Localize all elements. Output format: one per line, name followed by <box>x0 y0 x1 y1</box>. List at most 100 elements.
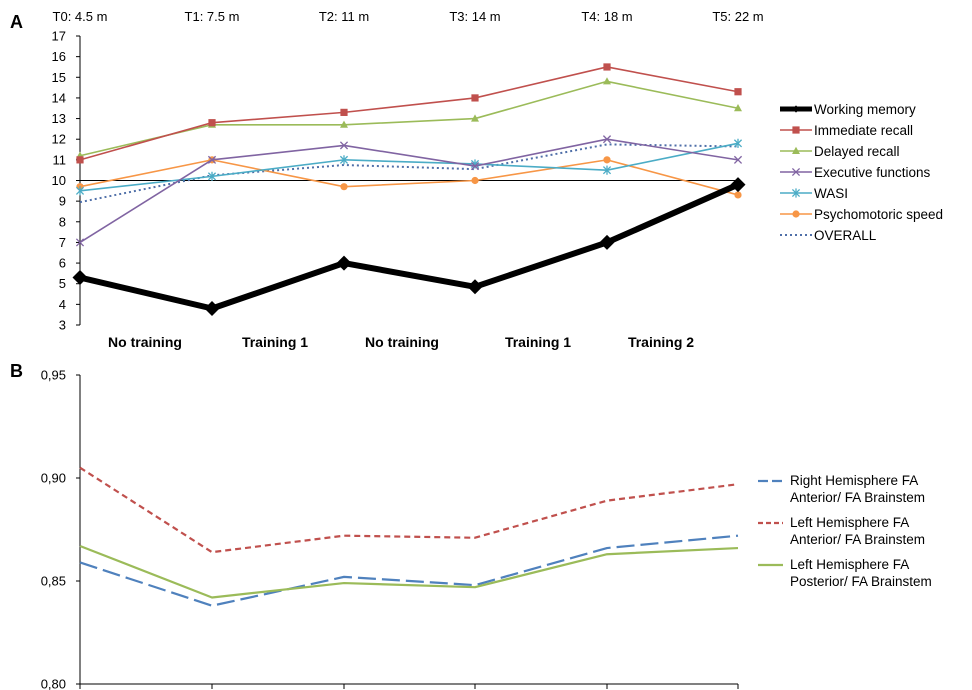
y-tick-label: 3 <box>59 318 66 333</box>
panel-b-series <box>79 466 739 607</box>
legend-item-left-hemisphere-fa-posterior-fa-brainstem: Left Hemisphere FA Posterior/ FA Brainste… <box>758 557 932 589</box>
series-line <box>79 159 739 196</box>
data-point <box>791 167 801 177</box>
timepoint-label: T2: 11 m <box>319 9 369 24</box>
series-line <box>79 66 739 161</box>
data-point <box>204 300 220 316</box>
data-point <box>602 165 612 175</box>
phase-label: No training <box>365 334 439 350</box>
legend-label: WASI <box>814 186 848 201</box>
y-tick-label: 15 <box>52 70 66 85</box>
legend-label: Right Hemisphere FA Anterior/ FA Brainste… <box>790 473 925 505</box>
data-point <box>75 238 85 247</box>
data-point <box>730 177 746 193</box>
data-point <box>207 171 217 181</box>
legend-item-psychomotoric-speed: Psychomotoric speed <box>780 207 943 222</box>
y-tick-label: 11 <box>53 152 67 167</box>
legend-item-delayed-recall: Delayed recall <box>780 144 900 159</box>
y-tick-label: 4 <box>59 297 66 312</box>
legend-label: Executive functions <box>814 165 931 180</box>
phase-label: Training 2 <box>628 334 694 350</box>
timepoint-label: T4: 18 m <box>581 9 632 24</box>
series-line <box>79 80 739 157</box>
legend-label: Psychomotoric speed <box>814 207 943 222</box>
data-point <box>792 105 800 113</box>
data-point <box>792 146 800 154</box>
data-point <box>792 126 800 134</box>
data-point <box>733 138 743 148</box>
data-point <box>599 234 615 250</box>
y-tick-label: 7 <box>59 235 66 250</box>
panel-a-label: A <box>10 12 23 32</box>
timepoint-label: T1: 7.5 m <box>185 9 240 24</box>
legend-label: Left Hemisphere FA Anterior/ FA Brainstem <box>790 515 925 547</box>
legend-label: Delayed recall <box>814 144 900 159</box>
y-tick-label: 13 <box>52 111 66 126</box>
legend-item-immediate-recall: Immediate recall <box>780 123 913 138</box>
y-tick-label: 8 <box>59 214 66 229</box>
series-line <box>79 181 740 312</box>
data-point <box>734 104 742 112</box>
legend-label: Immediate recall <box>814 123 913 138</box>
series-overall <box>79 143 739 204</box>
data-point <box>603 156 611 164</box>
panel-b-legend: Right Hemisphere FA Anterior/ FA Brainste… <box>758 473 932 589</box>
y-tick-label: 0,90 <box>41 471 66 486</box>
y-tick-label: 14 <box>52 90 66 105</box>
data-point <box>75 186 85 196</box>
data-point <box>340 120 348 128</box>
data-point <box>733 155 743 164</box>
data-point <box>470 161 480 171</box>
series-right-hemisphere-fa-anterior-fa-brainstem <box>79 534 739 607</box>
data-point <box>467 279 483 295</box>
y-tick-label: 17 <box>52 29 66 44</box>
legend-item-right-hemisphere-fa-anterior-fa-brainstem: Right Hemisphere FA Anterior/ FA Brainste… <box>758 473 925 505</box>
panel-a-y-axis: 3 4 5 6 7 8 9 10 11 12 13 14 15 16 17 <box>52 29 738 333</box>
data-point <box>603 63 611 71</box>
series-immediate-recall <box>76 63 742 164</box>
y-tick-label: 6 <box>59 256 66 271</box>
y-tick-label: 0,95 <box>41 368 66 383</box>
data-point <box>339 141 349 150</box>
phase-label: Training 1 <box>242 334 308 350</box>
data-point <box>72 270 88 286</box>
data-point <box>340 108 348 116</box>
data-point <box>792 210 800 218</box>
timepoint-label: T3: 14 m <box>449 9 500 24</box>
legend-label: Working memory <box>814 102 916 117</box>
legend-item-working-memory: Working memory <box>780 102 916 117</box>
panel-a-timepoint-labels: T0: 4.5 m T1: 7.5 m T2: 11 m T3: 14 m T4: 18… <box>53 9 764 24</box>
data-point <box>603 77 611 85</box>
y-tick-label: 0,80 <box>41 677 66 690</box>
panel-a-legend: Working memory Immediate recall Delayed re… <box>780 102 943 243</box>
series-working-memory <box>72 177 746 316</box>
panel-a-series <box>72 63 746 316</box>
y-tick-label: 5 <box>59 276 66 291</box>
panel-b-label: B <box>10 361 23 381</box>
legend-item-executive-functions: Executive functions <box>780 165 931 180</box>
data-point <box>602 135 612 144</box>
data-point <box>734 191 742 199</box>
data-point <box>791 188 801 198</box>
data-point <box>734 88 742 96</box>
y-tick-label: 0,85 <box>41 574 66 589</box>
phase-label: Training 1 <box>505 334 571 350</box>
data-point <box>471 114 479 122</box>
legend-item-wasi: WASI <box>780 186 848 201</box>
panel-a-phase-labels: No training Training 1 No training Training… <box>108 334 694 350</box>
phase-label: No training <box>108 334 182 350</box>
data-point <box>471 176 479 185</box>
data-point <box>339 155 349 165</box>
series-left-hemisphere-fa-posterior-fa-brainstem <box>79 544 739 599</box>
series-line <box>79 142 739 192</box>
y-tick-label: 16 <box>52 49 66 64</box>
data-point <box>340 183 348 191</box>
legend-label: Left Hemisphere FA Posterior/ FA Brainste… <box>790 557 932 589</box>
data-point <box>76 156 84 164</box>
y-tick-label: 12 <box>52 132 66 147</box>
legend-label: OVERALL <box>814 228 877 243</box>
series-executive-functions <box>75 135 743 247</box>
series-wasi <box>75 138 743 196</box>
y-tick-label: 9 <box>59 194 66 209</box>
